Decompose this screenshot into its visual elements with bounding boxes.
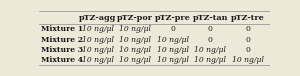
Text: 0: 0	[245, 46, 250, 54]
Text: 10 ng/μl: 10 ng/μl	[119, 46, 151, 54]
Text: 10 ng/μl: 10 ng/μl	[157, 36, 189, 44]
Text: 10 ng/μl: 10 ng/μl	[82, 46, 114, 54]
Text: Mixture 3: Mixture 3	[40, 46, 82, 54]
Text: 10 ng/μl: 10 ng/μl	[119, 25, 151, 34]
Text: 10 ng/μl: 10 ng/μl	[194, 46, 226, 54]
Text: 0: 0	[170, 25, 175, 34]
Text: Mixture 2: Mixture 2	[40, 36, 82, 44]
Text: 10 ng/μl: 10 ng/μl	[157, 46, 189, 54]
Text: pTZ-por: pTZ-por	[117, 14, 153, 22]
Text: 0: 0	[208, 36, 213, 44]
Text: Mixture 4: Mixture 4	[40, 56, 82, 64]
Text: 10 ng/μl: 10 ng/μl	[82, 25, 114, 34]
Text: 10 ng/μl: 10 ng/μl	[119, 36, 151, 44]
Text: Mixture 1: Mixture 1	[40, 25, 82, 34]
Text: pTZ-tre: pTZ-tre	[231, 14, 265, 22]
Text: pTZ-pre: pTZ-pre	[155, 14, 190, 22]
Text: 10 ng/μl: 10 ng/μl	[82, 56, 114, 64]
Text: 10 ng/μl: 10 ng/μl	[82, 36, 114, 44]
Text: 10 ng/μl: 10 ng/μl	[119, 56, 151, 64]
Text: 0: 0	[245, 25, 250, 34]
Text: 0: 0	[208, 25, 213, 34]
Text: pTZ-agg: pTZ-agg	[79, 14, 116, 22]
Text: 10 ng/μl: 10 ng/μl	[232, 56, 264, 64]
Text: 0: 0	[245, 36, 250, 44]
Text: pTZ-tan: pTZ-tan	[193, 14, 228, 22]
Text: 10 ng/μl: 10 ng/μl	[194, 56, 226, 64]
Text: 10 ng/μl: 10 ng/μl	[157, 56, 189, 64]
